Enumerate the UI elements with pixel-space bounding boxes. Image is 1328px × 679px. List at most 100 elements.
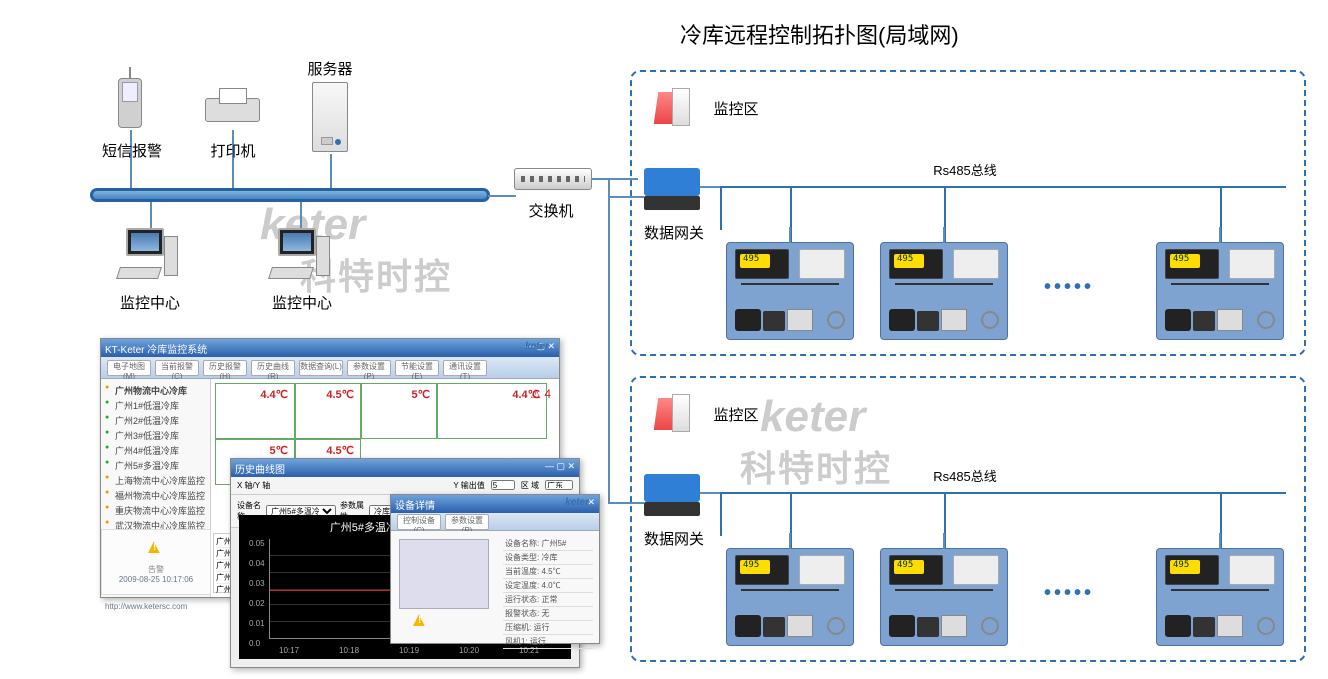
detail-table: 设备名称: 广州5# 设备类型: 冷库 当前温度: 4.5℃ 设定温度: 4.0…	[497, 531, 599, 643]
zone-1-building-icon	[646, 86, 696, 130]
toolbar-btn[interactable]: 节能设置(E)	[395, 360, 439, 376]
tree-node[interactable]: 广州4#低温冷库	[105, 443, 206, 458]
tree-root[interactable]: 广州物流中心冷库	[105, 383, 206, 398]
printer-label: 打印机	[208, 140, 258, 161]
tree-node[interactable]: 广州3#低温冷库	[105, 428, 206, 443]
zone-2-bus-label: Rs485总线	[920, 466, 1010, 485]
xtick: 10:19	[399, 646, 419, 655]
monitor-center-2-label: 监控中心	[266, 292, 338, 313]
monitor-pc-1-icon	[118, 228, 178, 283]
room[interactable]: 4.4℃	[215, 383, 295, 439]
room[interactable]: 4.5℃	[295, 383, 361, 439]
zone-1-bus-label: Rs485总线	[920, 160, 1010, 179]
tree-node[interactable]: 广州5#多温冷库	[105, 458, 206, 473]
detail-row: 报警状态: 无	[503, 607, 593, 621]
connector	[700, 186, 720, 188]
zone-1-bus	[720, 186, 1286, 188]
detail-row: 设定温度: 4.0℃	[503, 579, 593, 593]
zone-2-bus	[720, 492, 1286, 494]
detail-row: 压缩机: 运行	[503, 621, 593, 635]
ellipsis: •••••	[1044, 276, 1094, 299]
dlg-alert	[409, 609, 433, 637]
zone-2-label: 监控区	[706, 404, 766, 425]
connector	[608, 178, 610, 504]
control-unit	[1156, 548, 1284, 646]
detail-dialog[interactable]: 设备详情 ✕ 控制设备(C) 参数设置(P) keter 设备名称: 广州5# …	[390, 494, 600, 644]
toolbar-btn[interactable]: 数据查询(L)	[299, 360, 343, 376]
ellipsis: •••••	[1044, 582, 1094, 605]
toolbar-btn[interactable]: 历史曲线(R)	[251, 360, 295, 376]
toolbar-btn[interactable]: 历史报警(H)	[203, 360, 247, 376]
chart-query-bar: X 轴/Y 轴 Y 输出值 区 域	[231, 477, 579, 495]
alert-icon	[144, 540, 168, 560]
network-bus-inner	[93, 191, 487, 199]
sms-alarm-label: 短信报警	[100, 140, 164, 161]
logo: keter	[565, 497, 589, 508]
room-temp: 4.5℃	[326, 444, 354, 457]
region-field[interactable]	[545, 480, 573, 490]
window-controls[interactable]: — ▢ ✕	[545, 461, 575, 475]
control-unit	[726, 548, 854, 646]
zone-2-gateway-label: 数据网关	[634, 528, 714, 549]
ytick: 0.05	[249, 539, 265, 548]
footer-url[interactable]: http://www.ketersc.com	[105, 602, 187, 611]
ytick: 0.04	[249, 559, 265, 568]
zone-1-label: 监控区	[706, 98, 766, 119]
control-unit	[726, 242, 854, 340]
alarm-indicator: ⚠ 4	[530, 387, 551, 401]
zone-2-gateway-icon	[644, 474, 700, 516]
control-unit	[880, 548, 1008, 646]
xtick: 10:17	[279, 646, 299, 655]
device-thumb	[399, 539, 489, 609]
sms-phone-icon	[118, 78, 142, 128]
ytick: 0.02	[249, 599, 265, 608]
chart-window-title: 历史曲线图	[235, 461, 285, 475]
main-window-title: KT-Keter 冷库监控系统	[105, 341, 207, 355]
output-field[interactable]	[491, 480, 515, 490]
dlg-btn[interactable]: 控制设备(C)	[397, 514, 441, 530]
toolbar-btn[interactable]: 当前报警(C)	[155, 360, 199, 376]
screenshot-stack: KT-Keter 冷库监控系统 — ▢ ✕ 电子地图(M) 当前报警(C) 历史…	[100, 338, 600, 668]
tree-node[interactable]: 重庆物流中心冷库监控	[105, 503, 206, 518]
zone-1-gateway-label: 数据网关	[634, 222, 714, 243]
chart-titlebar[interactable]: 历史曲线图 — ▢ ✕	[231, 459, 579, 477]
main-toolbar[interactable]: 电子地图(M) 当前报警(C) 历史报警(H) 历史曲线(R) 数据查询(L) …	[101, 357, 559, 379]
room[interactable]: 5℃	[361, 383, 437, 439]
logo: keter	[525, 341, 549, 352]
ytick: 0.0	[249, 639, 260, 648]
toolbar-btn[interactable]: 电子地图(M)	[107, 360, 151, 376]
printer-icon	[205, 88, 260, 126]
toolbar-btn[interactable]: 通讯设置(T)	[443, 360, 487, 376]
bus-drop	[720, 492, 722, 536]
switch-label: 交换机	[516, 200, 586, 221]
server-icon	[312, 82, 348, 152]
dlg-btn[interactable]: 参数设置(P)	[445, 514, 489, 530]
tree-node[interactable]: 广州1#低温冷库	[105, 398, 206, 413]
tree-node[interactable]: 福州物流中心冷库监控	[105, 488, 206, 503]
main-titlebar[interactable]: KT-Keter 冷库监控系统 — ▢ ✕	[101, 339, 559, 357]
control-unit	[880, 242, 1008, 340]
tree-node[interactable]: 广州2#低温冷库	[105, 413, 206, 428]
detail-row: 设备名称: 广州5#	[503, 537, 593, 551]
room-temp: 5℃	[270, 444, 288, 457]
bus-drop	[720, 186, 722, 230]
connector	[150, 202, 152, 230]
toolbar-btn[interactable]: 参数设置(P)	[347, 360, 391, 376]
server-label: 服务器	[300, 58, 360, 79]
status-footer: 告警 2009-08-25 10:17:06	[101, 529, 211, 595]
tree-node[interactable]: 上海物流中心冷库监控	[105, 473, 206, 488]
connector	[300, 202, 302, 230]
monitor-center-1-label: 监控中心	[114, 292, 186, 313]
connector	[700, 492, 720, 494]
switch-icon	[514, 168, 592, 190]
axis-label: X 轴/Y 轴	[237, 480, 270, 491]
room-temp: 4.4℃	[260, 388, 288, 401]
monitor-pc-2-icon	[270, 228, 330, 283]
dlg-toolbar[interactable]: 控制设备(C) 参数设置(P) keter	[391, 513, 599, 531]
region-label: 区 域	[521, 480, 539, 491]
dlg-title: 设备详情	[395, 497, 435, 511]
xtick: 10:20	[459, 646, 479, 655]
room-temp: 4.5℃	[326, 388, 354, 401]
connector	[330, 154, 332, 188]
ytick: 0.01	[249, 619, 265, 628]
